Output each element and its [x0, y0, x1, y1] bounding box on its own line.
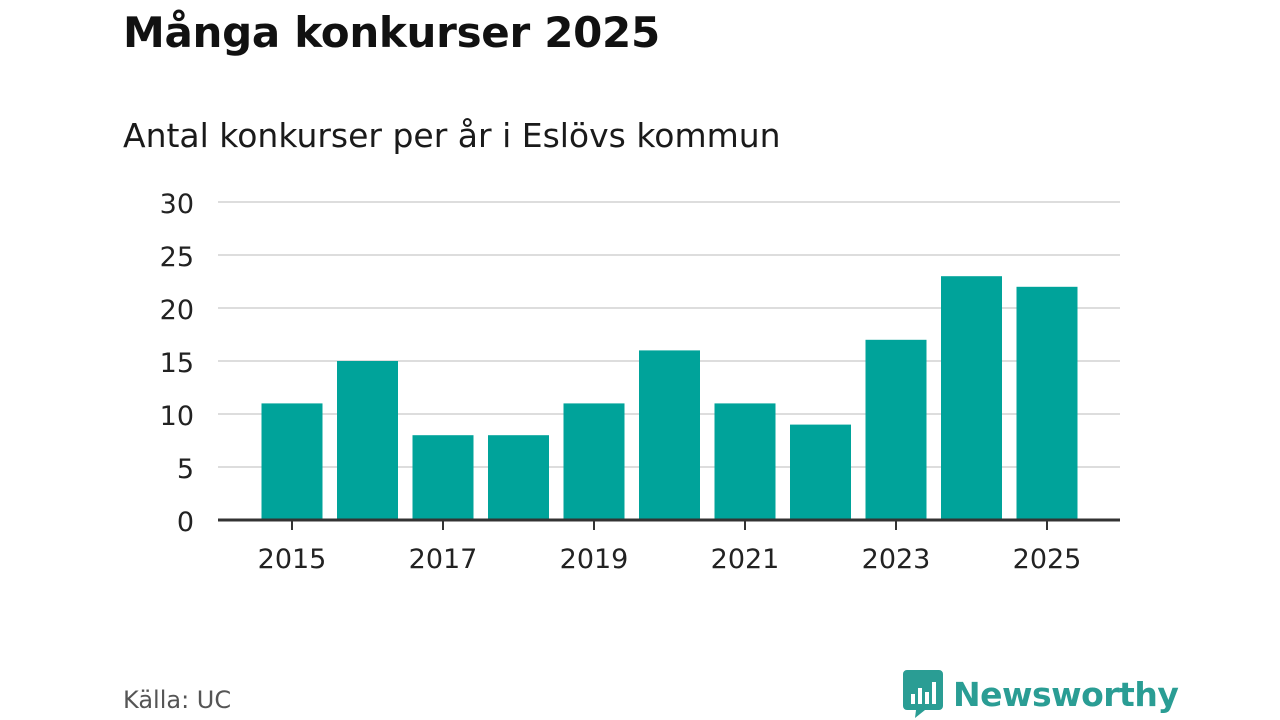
bar-2015 [261, 403, 323, 520]
x-tick-label: 2017 [409, 544, 478, 575]
x-tick-label: 2023 [862, 544, 931, 575]
y-tick-label: 25 [160, 242, 194, 273]
x-tick-label: 2019 [560, 544, 629, 575]
source-note: Källa: UC [123, 686, 232, 714]
y-tick-label: 10 [160, 401, 194, 432]
y-tick-label: 5 [177, 454, 194, 485]
chart-subtitle: Antal konkurser per år i Eslövs kommun [123, 116, 781, 155]
x-tick-label: 2015 [258, 544, 327, 575]
bar-2016 [337, 361, 398, 520]
x-tick-label: 2021 [711, 544, 780, 575]
bar-2018 [488, 435, 549, 520]
brand-logo: Newsworthy [903, 670, 1179, 718]
bar-2023 [865, 339, 927, 520]
bar-2022 [790, 424, 851, 520]
bar-2019 [563, 403, 625, 520]
bar-2017 [412, 435, 474, 520]
bars [261, 276, 1078, 520]
y-tick-label: 20 [160, 295, 194, 326]
y-tick-label: 30 [160, 189, 194, 220]
x-tick-label: 2025 [1013, 544, 1082, 575]
brand-name: Newsworthy [953, 674, 1179, 714]
y-tick-label: 15 [160, 348, 194, 379]
y-tick-label: 0 [177, 507, 194, 538]
bar-2024 [941, 276, 1002, 520]
bar-2020 [639, 350, 700, 520]
bar-chart-logo-icon [903, 670, 943, 718]
chart-title: Många konkurser 2025 [123, 8, 660, 57]
bar-2025 [1016, 286, 1078, 520]
bar-2021 [714, 403, 776, 520]
